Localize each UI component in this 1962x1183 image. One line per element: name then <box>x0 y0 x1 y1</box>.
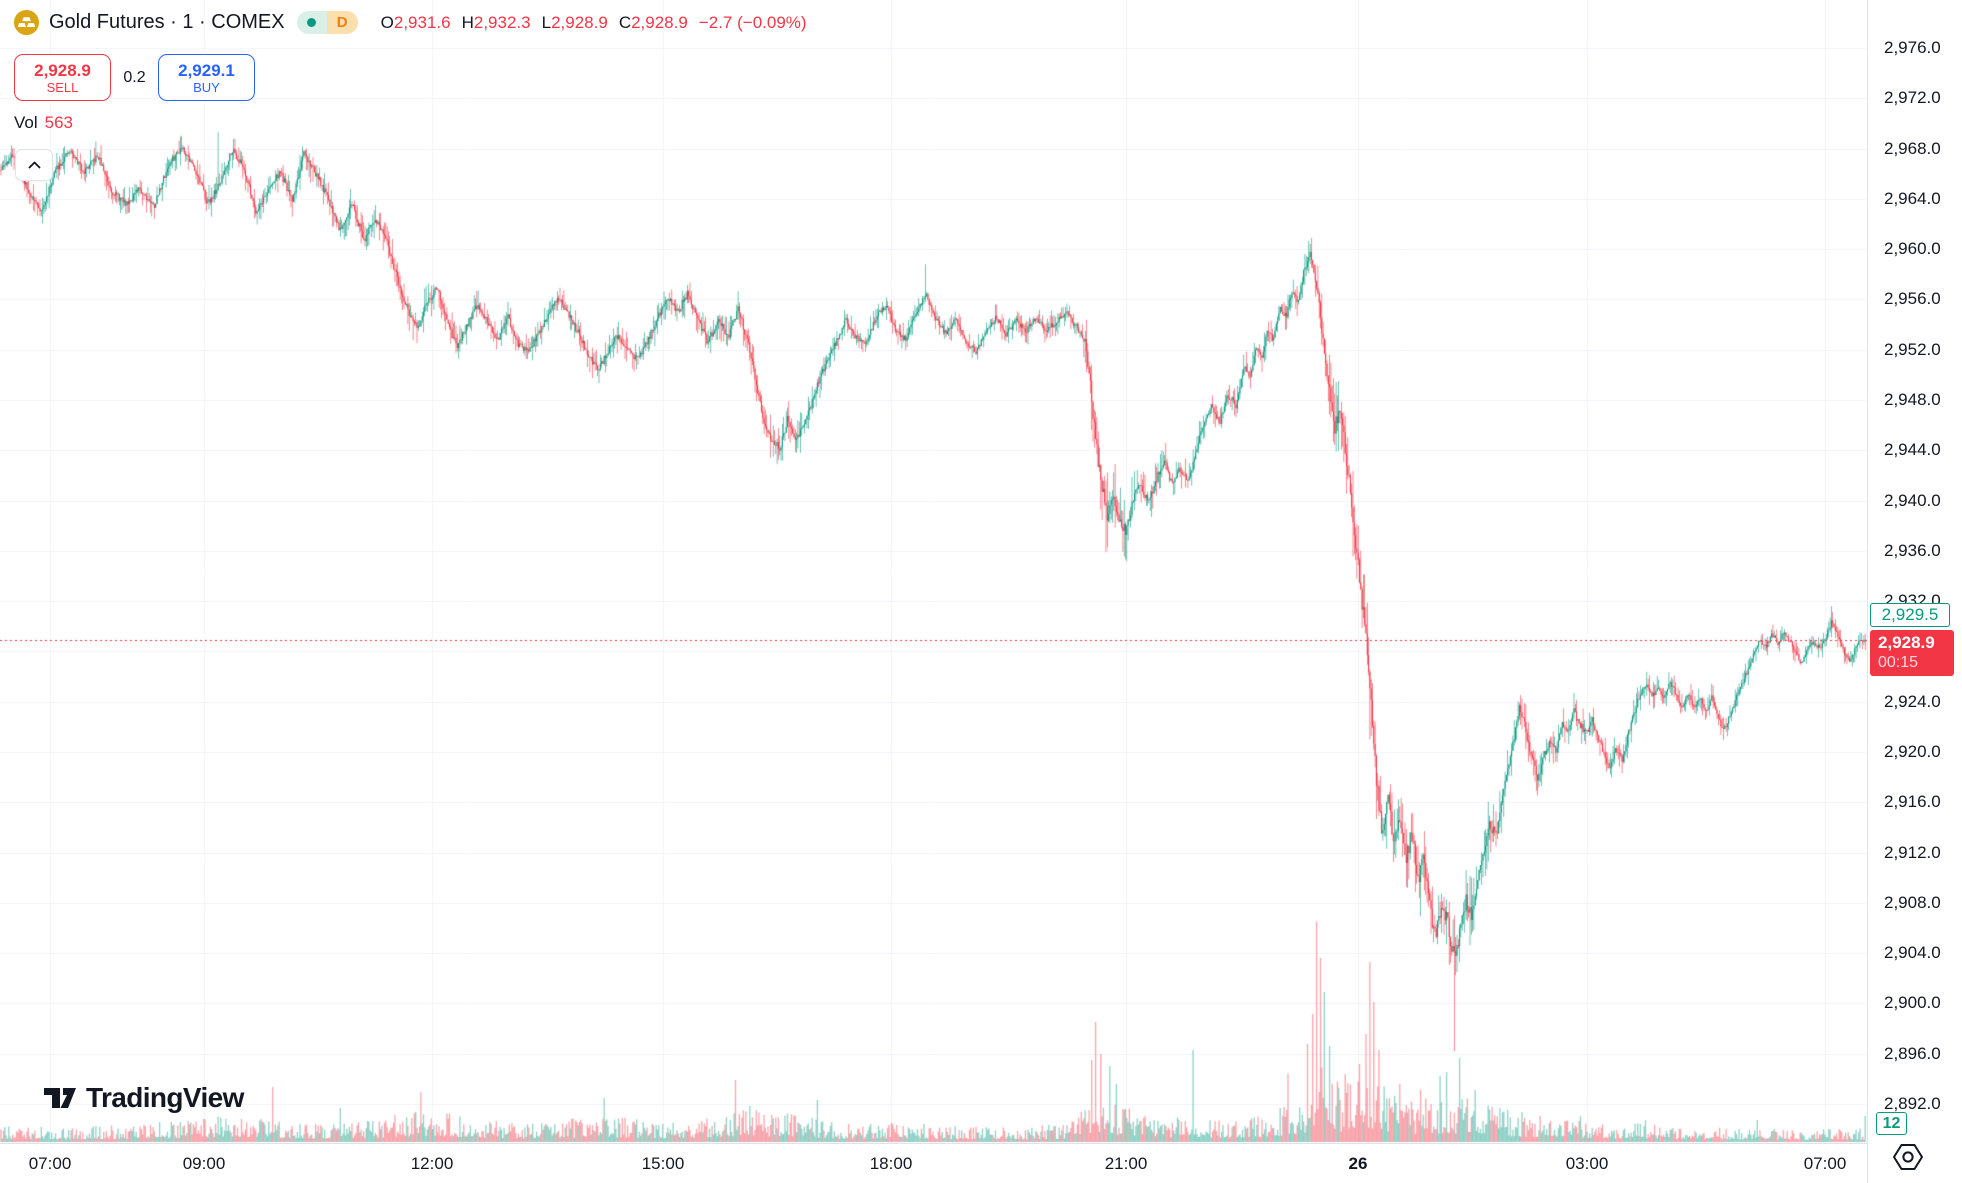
chevron-up-icon <box>28 161 40 169</box>
trade-panel: 2,928.9 SELL 0.2 2,929.1 BUY <box>14 54 255 101</box>
bar-countdown: 00:15 <box>1878 654 1919 671</box>
collapse-pane-button[interactable] <box>15 149 53 181</box>
price-tick: 2,944.0 <box>1884 440 1941 460</box>
price-tick: 2,960.0 <box>1884 239 1941 259</box>
sell-price: 2,928.9 <box>34 60 91 80</box>
price-tick: 2,976.0 <box>1884 38 1941 57</box>
time-tick: 07:00 <box>28 1154 72 1173</box>
gold-symbol-icon <box>13 9 40 36</box>
time-tick: 03:00 <box>1565 1154 1609 1173</box>
symbol-legend: Gold Futures · 1 · COMEX D O 2,931.6 H 2,9… <box>13 9 807 36</box>
symbol-title[interactable]: Gold Futures · 1 · COMEX <box>49 11 285 33</box>
price-tick: 2,952.0 <box>1884 339 1941 359</box>
price-tick: 2,892.0 <box>1884 1093 1941 1113</box>
price-tick: 2,912.0 <box>1884 842 1941 862</box>
last-price-label: 2,928.9 00:15 <box>1870 630 1954 676</box>
low-label: L <box>541 12 552 32</box>
time-tick: 21:00 <box>1104 1154 1148 1173</box>
price-tick: 2,972.0 <box>1884 88 1941 108</box>
market-open-dot-icon <box>296 11 327 34</box>
last-volume-label: 12 <box>1876 1112 1907 1135</box>
market-status-badge[interactable]: D <box>296 11 358 34</box>
buy-label: BUY <box>193 79 220 95</box>
price-tick: 2,908.0 <box>1884 892 1941 912</box>
tradingview-logo-text: TradingView <box>86 1082 244 1113</box>
sell-label: SELL <box>46 79 79 95</box>
price-tick: 2,956.0 <box>1884 289 1941 309</box>
high-label: H <box>461 12 474 32</box>
time-tick: 07:00 <box>1803 1154 1847 1173</box>
price-tick: 2,900.0 <box>1884 993 1941 1013</box>
price-tick: 2,920.0 <box>1884 741 1941 761</box>
counter-price-label: 2,929.5 <box>1870 603 1950 627</box>
volume-label: Vol <box>14 113 38 132</box>
time-tick: 12:00 <box>410 1154 454 1173</box>
sell-button[interactable]: 2,928.9 SELL <box>14 54 111 101</box>
volume-value: 563 <box>44 113 74 132</box>
price-tick: 2,916.0 <box>1884 792 1941 812</box>
open-value: 2,931.6 <box>393 12 451 32</box>
tradingview-logo-icon <box>44 1088 76 1108</box>
buy-button[interactable]: 2,929.1 BUY <box>158 54 255 101</box>
price-tick: 2,940.0 <box>1884 490 1941 510</box>
time-tick: 09:00 <box>182 1154 226 1173</box>
price-axis[interactable]: 2,892.0 2,896.0 2,900.0 2,904.0 2,908.0 2,912… <box>1867 0 1962 1183</box>
price-tick: 2,936.0 <box>1884 540 1941 560</box>
time-tick: 15:00 <box>641 1154 685 1173</box>
price-tick: 2,968.0 <box>1884 138 1941 158</box>
time-tick: 18:00 <box>869 1154 913 1173</box>
high-value: 2,932.3 <box>473 12 531 32</box>
time-axis[interactable]: 07:00 09:00 12:00 15:00 18:00 21:00 26 03:00 07:… <box>0 1143 1962 1183</box>
open-label: O <box>380 12 394 32</box>
price-tick: 2,948.0 <box>1884 389 1941 409</box>
spread-value: 0.2 <box>123 68 146 86</box>
change-value: −2.7 (−0.09%) <box>698 12 807 32</box>
ohlc-readout: O 2,931.6 H 2,932.3 L 2,928.9 C 2,928.9 −2.7… <box>381 13 807 33</box>
time-tick: 26 <box>1348 1154 1368 1173</box>
tradingview-watermark[interactable]: TradingView <box>44 1082 244 1114</box>
volume-legend: Vol 563 <box>14 113 73 133</box>
price-tick: 2,904.0 <box>1884 943 1941 963</box>
close-label: C <box>618 12 632 32</box>
low-value: 2,928.9 <box>551 12 608 32</box>
price-tick: 2,924.0 <box>1884 691 1941 711</box>
price-tick: 2,964.0 <box>1884 188 1941 208</box>
close-value: 2,928.9 <box>631 12 688 32</box>
buy-price: 2,929.1 <box>178 60 235 80</box>
price-tick: 2,896.0 <box>1884 1043 1941 1063</box>
last-price-value: 2,928.9 <box>1878 633 1935 652</box>
gear-icon[interactable] <box>1891 1142 1925 1172</box>
delayed-data-badge: D <box>326 11 358 34</box>
